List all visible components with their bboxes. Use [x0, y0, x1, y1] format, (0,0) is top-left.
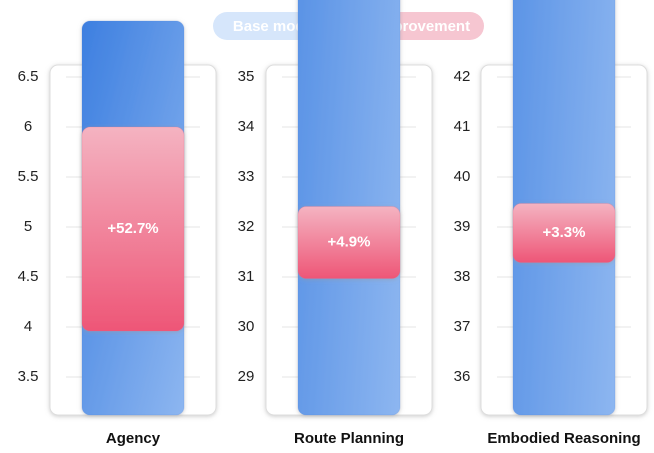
bar-segment: [81, 126, 185, 332]
bar-segment: [297, 206, 401, 279]
y-tick-label: 41: [454, 118, 471, 135]
y-tick-label: 6.5: [18, 68, 39, 85]
y-tick-label: 6: [24, 118, 32, 135]
y-tick-label: 34: [238, 118, 255, 135]
value-label: +4.9%: [328, 233, 371, 250]
bar-segment: [512, 203, 616, 263]
x-axis-title: Agency: [106, 430, 161, 447]
value-label: +3.3%: [543, 224, 586, 241]
y-tick-label: 40: [454, 168, 471, 185]
y-tick-label: 38: [454, 268, 471, 285]
y-tick-label: 33: [238, 168, 255, 185]
x-axis-title: Route Planning: [294, 430, 404, 447]
y-tick-label: 4.5: [18, 268, 39, 285]
y-tick-label: 35: [238, 68, 255, 85]
legend-label: Base model: [233, 18, 317, 35]
y-tick-label: 5: [24, 218, 32, 235]
value-label: +52.7%: [107, 220, 158, 237]
y-tick-label: 32: [238, 218, 255, 235]
x-axis-title: Embodied Reasoning: [487, 430, 640, 447]
y-tick-label: 30: [238, 318, 255, 335]
y-tick-label: 5.5: [18, 168, 39, 185]
y-tick-label: 29: [238, 368, 255, 385]
y-tick-label: 31: [238, 268, 255, 285]
y-tick-label: 4: [24, 318, 32, 335]
y-tick-label: 42: [454, 68, 471, 85]
y-tick-label: 36: [454, 368, 471, 385]
y-tick-label: 3.5: [18, 368, 39, 385]
y-tick-label: 37: [454, 318, 471, 335]
y-tick-label: 39: [454, 218, 471, 235]
